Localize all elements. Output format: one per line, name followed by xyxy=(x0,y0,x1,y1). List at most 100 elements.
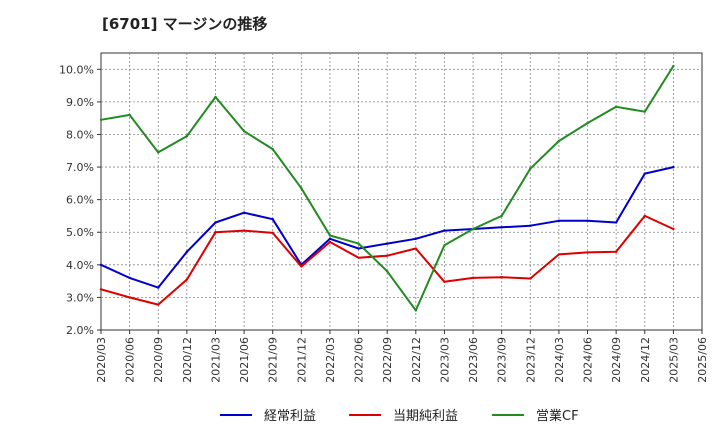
series-2-point xyxy=(529,277,532,280)
legend-label-3: 営業CF xyxy=(536,408,579,424)
series-2-point xyxy=(414,247,418,250)
legend-layer: 経常利益 当期純利益 営業CF xyxy=(220,408,579,424)
series-2-point xyxy=(500,276,503,279)
series-2-point xyxy=(443,280,446,283)
series-2-point xyxy=(643,214,646,218)
series-1-point xyxy=(328,237,332,240)
series-3-point xyxy=(672,64,675,68)
y-tick-label: 7.0% xyxy=(66,161,94,174)
series-2-point xyxy=(385,254,389,257)
x-tick-label: 2025/03 xyxy=(667,337,680,383)
y-tick-label: 3.0% xyxy=(66,291,94,304)
series-3-point xyxy=(128,113,131,117)
series-1-point xyxy=(99,263,103,267)
grid-layer xyxy=(100,52,703,331)
x-tick-label: 2022/06 xyxy=(353,337,366,383)
axis-layer: 2.0% 3.0% 4.0% 5.0% 6.0% 7.0% 8.0% 9.0% 10.0% 202… xyxy=(59,63,709,382)
chart-title: [6701] マージンの推移 xyxy=(102,15,268,33)
series-1-point xyxy=(414,237,418,240)
x-tick-label: 2022/12 xyxy=(410,337,423,383)
series-3-point xyxy=(443,244,446,247)
series-2-point xyxy=(614,250,618,253)
y-tick-label: 2.0% xyxy=(66,324,94,337)
series-3-point xyxy=(557,139,561,143)
legend-label-1: 経常利益 xyxy=(264,409,316,424)
series-2-point xyxy=(185,278,189,281)
y-tick-label: 5.0% xyxy=(66,226,94,239)
y-tick-label: 9.0% xyxy=(66,96,94,109)
series-2-point xyxy=(471,276,475,280)
series-3-point xyxy=(271,147,274,151)
x-tick-label: 2021/12 xyxy=(295,337,308,383)
series-3-point xyxy=(414,309,418,312)
series-3-point xyxy=(300,187,303,190)
x-tick-label: 2020/06 xyxy=(124,337,137,383)
series-1-point xyxy=(586,219,589,223)
series-1-point xyxy=(157,286,160,289)
y-tick-label: 8.0% xyxy=(66,128,94,141)
series-1-point xyxy=(128,276,131,280)
series-3-point xyxy=(328,234,332,237)
x-tick-label: 2022/09 xyxy=(381,337,394,383)
series-layer xyxy=(99,64,675,312)
series-3-point xyxy=(500,214,503,218)
series-2-point xyxy=(586,251,589,254)
x-tick-label: 2020/09 xyxy=(152,337,165,383)
y-tick-label: 6.0% xyxy=(66,194,94,207)
series-3-point xyxy=(357,242,360,245)
x-tick-label: 2023/09 xyxy=(496,337,509,383)
series-2-point xyxy=(157,303,160,306)
series-1-point xyxy=(614,221,618,224)
series-1-point xyxy=(242,211,246,214)
series-3-point xyxy=(643,110,646,113)
x-tick-label: 2023/06 xyxy=(467,337,480,383)
series-3-point xyxy=(471,227,475,231)
series-3-point xyxy=(586,121,589,125)
x-tick-label: 2021/09 xyxy=(267,337,280,383)
series-2-point xyxy=(672,227,675,231)
x-tick-label: 2024/03 xyxy=(553,337,566,383)
x-tick-label: 2020/03 xyxy=(95,337,108,383)
series-3-point xyxy=(214,95,217,99)
series-2-point xyxy=(300,265,303,268)
x-tick-label: 2024/12 xyxy=(639,337,652,383)
x-tick-label: 2023/12 xyxy=(524,337,537,383)
x-tick-label: 2022/03 xyxy=(324,337,337,383)
x-tick-label: 2024/06 xyxy=(582,337,595,383)
series-3-point xyxy=(99,118,103,122)
series-2-point xyxy=(271,231,274,235)
series-1-point xyxy=(357,247,360,250)
series-3-point xyxy=(157,151,160,154)
series-1-point xyxy=(443,229,446,232)
series-2-point xyxy=(357,256,360,259)
series-2-point xyxy=(128,296,131,299)
series-3-point xyxy=(185,134,189,138)
series-2-point xyxy=(214,231,217,234)
series-2-point xyxy=(99,288,103,291)
x-tick-label: 2024/09 xyxy=(610,337,623,383)
series-1-point xyxy=(500,226,503,229)
plot-frame xyxy=(100,52,703,331)
series-2-point xyxy=(557,253,561,256)
series-1-point xyxy=(672,165,675,169)
series-1-point xyxy=(529,224,532,227)
x-tick-label: 2021/03 xyxy=(209,337,222,383)
series-2-point xyxy=(242,229,246,232)
series-1-point xyxy=(385,242,389,245)
x-tick-label: 2023/03 xyxy=(438,337,451,383)
legend-label-2: 当期純利益 xyxy=(393,409,458,424)
series-3-point xyxy=(385,270,389,273)
series-2-point xyxy=(328,240,332,244)
series-1-point xyxy=(271,218,274,221)
y-tick-label: 10.0% xyxy=(59,63,94,76)
series-3-point xyxy=(529,167,532,170)
series-1-point xyxy=(214,221,217,224)
series-1-point xyxy=(557,219,561,223)
series-1-point xyxy=(185,250,189,253)
y-tick-label: 4.0% xyxy=(66,259,94,272)
x-tick-label: 2021/06 xyxy=(238,337,251,383)
series-3-point xyxy=(242,130,246,133)
x-tick-label: 2025/06 xyxy=(696,337,709,383)
